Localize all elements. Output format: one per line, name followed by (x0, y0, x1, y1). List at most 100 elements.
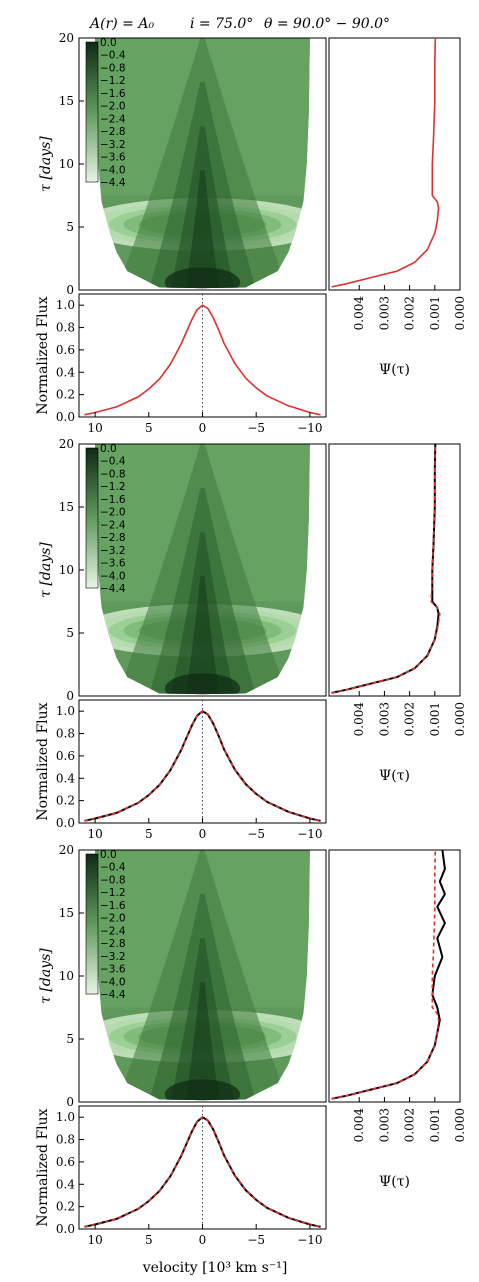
map-ytick-label-1-1: 0 (66, 283, 74, 297)
profile-xtick-label-2-3: 0 (199, 827, 207, 841)
colorbar-tick-1-6: −2.0 (100, 101, 126, 113)
colorbar-tick-1-7: −2.4 (100, 113, 126, 125)
figure-title-part-1: A(r) = A₀ (88, 16, 154, 32)
colorbar-2 (85, 447, 99, 589)
delay-series-model-2 (331, 443, 441, 694)
delay-xtick-label-2-1: 0.004 (352, 702, 366, 737)
profile-xtick-label-2-2: 5 (145, 827, 153, 841)
profile-series-model-1 (84, 304, 321, 416)
colorbar-3 (85, 853, 99, 995)
profile-ytick-label-1-4: 0.6 (56, 343, 75, 357)
colorbar-1 (85, 41, 99, 183)
profile-ytick-label-3-3: 0.4 (56, 1177, 75, 1191)
map-ytick-label-3-2: 5 (66, 1032, 74, 1046)
delay-xtick-label-3-3: 0.002 (403, 1108, 417, 1142)
profile-ytick-label-2-4: 0.6 (56, 749, 75, 763)
delay-x-axis-label-1: Ψ(τ) (379, 362, 410, 378)
map-ytick-label-3-4: 15 (59, 906, 74, 920)
profile-ytick-label-3-4: 0.6 (56, 1155, 75, 1169)
profile-xtick-label-2-1: 10 (87, 827, 102, 841)
profile-ytick-label-2-3: 0.4 (56, 771, 75, 785)
profile-y-axis-label-3: Normalized Flux (35, 1108, 51, 1226)
profile-series-model-3 (84, 1116, 321, 1228)
delay-xtick-label-3-1: 0.004 (352, 1108, 366, 1143)
map-ytick-label-1-2: 5 (66, 220, 74, 234)
map-y-axis-label-1: τ [days] (38, 136, 54, 192)
profile-ytick-label-3-1: 0.0 (56, 1222, 75, 1236)
colorbar-tick-1-3: −0.8 (100, 62, 126, 74)
delay-xtick-label-1-5: 0.000 (453, 296, 467, 330)
profile-ytick-label-2-5: 0.8 (56, 727, 75, 741)
colorbar-tick-3-7: −2.4 (100, 925, 126, 937)
profile-ytick-label-1-5: 0.8 (56, 321, 75, 335)
colorbar-tick-2-8: −2.8 (100, 532, 126, 544)
colorbar-tick-3-4: −1.2 (100, 887, 126, 899)
profile-y-axis-label-2: Normalized Flux (35, 702, 51, 820)
colorbar-tick-3-1: 0.0 (100, 849, 117, 861)
delay-xtick-label-3-4: 0.001 (428, 1108, 442, 1142)
profile-ytick-label-3-6: 1.0 (56, 1110, 75, 1124)
colorbar-tick-1-4: −1.2 (100, 75, 126, 87)
colorbar-tick-2-7: −2.4 (100, 519, 126, 531)
profile-xtick-label-3-5: −10 (297, 1233, 322, 1247)
profile-ytick-label-2-1: 0.0 (56, 816, 75, 830)
profile-y-axis-label-1: Normalized Flux (35, 296, 51, 414)
colorbar-tick-1-8: −2.8 (100, 126, 126, 138)
colorbar-tick-3-8: −2.8 (100, 938, 126, 950)
profile-ytick-label-1-3: 0.4 (56, 365, 75, 379)
profile-xtick-label-1-3: 0 (199, 421, 207, 435)
profile-xtick-label-3-2: 5 (145, 1233, 153, 1247)
profile-xtick-label-1-5: −10 (297, 421, 322, 435)
map-ytick-label-2-3: 10 (59, 563, 74, 577)
map-y-axis-label-2: τ [days] (38, 542, 54, 598)
profile-xtick-label-1-1: 10 (87, 421, 102, 435)
delay-xtick-label-1-1: 0.004 (352, 296, 366, 331)
delay-frame-2 (328, 443, 461, 697)
profile-ytick-label-3-5: 0.8 (56, 1133, 75, 1147)
colorbar-tick-1-2: −0.4 (100, 50, 126, 62)
colorbar-tick-3-3: −0.8 (100, 874, 126, 886)
map-ytick-label-3-3: 10 (59, 969, 74, 983)
profile-xtick-label-1-2: 5 (145, 421, 153, 435)
delay-series-model-1 (331, 37, 440, 288)
transfer-function-map-1 (95, 38, 310, 289)
delay-xtick-label-1-3: 0.002 (403, 296, 417, 330)
colorbar-tick-1-1: 0.0 (100, 37, 117, 49)
profile-xtick-label-3-4: −5 (247, 1233, 265, 1247)
profile-ytick-label-1-1: 0.0 (56, 410, 75, 424)
map-ytick-label-1-4: 15 (59, 94, 74, 108)
profile-xtick-label-2-4: −5 (247, 827, 265, 841)
colorbar-tick-1-11: −4.0 (100, 164, 126, 176)
profile-xtick-label-3-3: 0 (199, 1233, 207, 1247)
colorbar-tick-2-10: −3.6 (100, 558, 126, 570)
delay-xtick-label-3-5: 0.000 (453, 1108, 467, 1142)
colorbar-tick-2-4: −1.2 (100, 481, 126, 493)
chart-panels: 0.0−0.4−0.8−1.2−1.6−2.0−2.4−2.8−3.2−3.6−… (35, 31, 467, 1247)
colorbar-tick-2-9: −3.2 (100, 545, 126, 557)
colorbar-tick-2-3: −0.8 (100, 468, 126, 480)
colorbar-tick-3-12: −4.4 (100, 989, 126, 1001)
map-ytick-label-2-5: 20 (59, 437, 74, 451)
colorbar-tick-3-6: −2.0 (100, 913, 126, 925)
map-core-contour-4-1 (185, 170, 220, 289)
map-ytick-label-3-1: 0 (66, 1095, 74, 1109)
colorbar-tick-2-12: −4.4 (100, 583, 126, 595)
delay-xtick-label-1-2: 0.003 (377, 296, 391, 330)
delay-xtick-label-3-2: 0.003 (377, 1108, 391, 1142)
delay-series-model-3 (331, 849, 440, 1100)
delay-x-axis-label-3: Ψ(τ) (379, 1174, 410, 1190)
colorbar-tick-3-5: −1.6 (100, 900, 126, 912)
map-core-contour-4-2 (185, 576, 220, 695)
map-core-contour-4-3 (185, 982, 220, 1101)
map-y-axis-label-3: τ [days] (38, 948, 54, 1004)
map-ytick-label-1-3: 10 (59, 157, 74, 171)
delay-xtick-label-2-3: 0.002 (403, 702, 417, 736)
transfer-function-map-2 (95, 444, 310, 695)
map-peak-2 (164, 673, 241, 695)
colorbar-tick-2-1: 0.0 (100, 443, 117, 455)
map-ytick-label-2-1: 0 (66, 689, 74, 703)
delay-xtick-label-1-4: 0.001 (428, 296, 442, 330)
colorbar-tick-3-2: −0.4 (100, 862, 126, 874)
colorbar-tick-1-5: −1.6 (100, 88, 126, 100)
colorbar-tick-1-9: −3.2 (100, 139, 126, 151)
